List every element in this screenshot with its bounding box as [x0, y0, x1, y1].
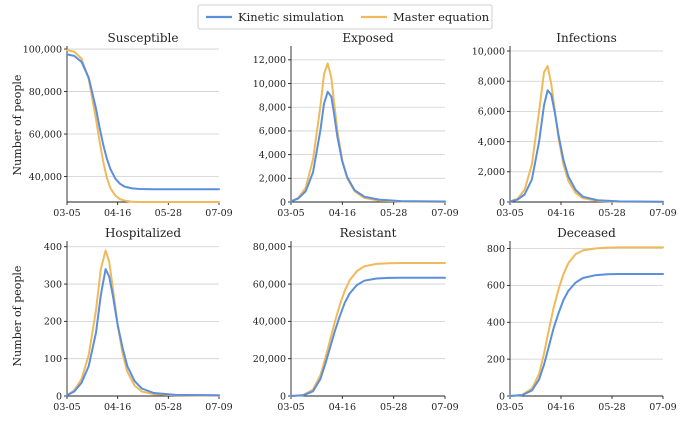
y-tick-label: 0	[499, 391, 505, 402]
y-tick-label: 600	[487, 281, 505, 292]
y-tick-label: 0	[56, 391, 62, 402]
x-tick-label: 03-05	[53, 208, 80, 219]
y-tick-label: 8,000	[259, 103, 286, 114]
y-tick-label: 2,000	[478, 167, 505, 178]
series-line-master-equation-deceased	[509, 246, 664, 397]
x-tick-label: 07-09	[649, 402, 676, 413]
y-tick-label: 400	[44, 242, 62, 253]
y-tick-label: 0	[280, 391, 286, 402]
series-line-kinetic-simulation-infections	[509, 89, 664, 203]
panel-susceptible: Susceptible 40,000 60,000 80,000 100,000 03-0…	[23, 31, 233, 219]
x-tick-label: 04-16	[329, 208, 356, 219]
x-tick-label: 04-16	[329, 402, 356, 413]
y-tick-label: 0	[499, 197, 505, 208]
series-line-kinetic-simulation-susceptible	[66, 53, 220, 191]
x-tick-label: 03-05	[53, 402, 80, 413]
y-axis-title-top: Number of people	[11, 75, 24, 176]
y-tick-label: 80,000	[29, 87, 62, 98]
y-tick-label: 10,000	[253, 79, 286, 90]
series-line-master-equation-hospitalized	[66, 249, 220, 397]
x-tick-label: 04-16	[547, 402, 574, 413]
series-line-kinetic-simulation-hospitalized	[66, 268, 220, 397]
legend-box	[197, 4, 493, 30]
x-tick-label: 03-05	[496, 402, 523, 413]
x-tick-label: 04-16	[104, 208, 131, 219]
series-line-master-equation-exposed	[290, 62, 446, 203]
y-tick-label: 12,000	[253, 55, 286, 66]
panel-title-exposed: Exposed	[342, 31, 394, 45]
series-line-kinetic-simulation-resistant	[290, 276, 446, 397]
series-line-kinetic-simulation-deceased	[509, 273, 664, 397]
y-tick-label: 4,000	[478, 137, 505, 148]
series-line-master-equation-susceptible	[66, 49, 220, 203]
y-tick-label: 800	[487, 244, 505, 255]
y-tick-label: 60,000	[29, 129, 62, 140]
y-tick-label: 10,000	[472, 46, 505, 57]
y-tick-label: 200	[487, 354, 505, 365]
series-line-master-equation-infections	[509, 65, 664, 203]
y-tick-label: 200	[44, 317, 62, 328]
legend-label-master: Master equation	[393, 10, 490, 24]
series-line-kinetic-simulation-exposed	[290, 90, 446, 203]
panel-exposed: Exposed 0 2,000 4,000 6,000 8,000 10,000 12,000…	[253, 31, 459, 219]
legend-label-kinetic: Kinetic simulation	[238, 10, 345, 24]
x-tick-label: 07-09	[205, 208, 232, 219]
y-tick-label: 60,000	[253, 279, 286, 290]
y-axis-title-bottom: Number of people	[11, 266, 24, 367]
legend: Kinetic simulation Master equation	[197, 4, 493, 30]
y-tick-label: 20,000	[253, 354, 286, 365]
panel-title-deceased: Deceased	[557, 226, 616, 240]
y-tick-label: 40,000	[253, 317, 286, 328]
x-tick-label: 03-05	[277, 402, 304, 413]
x-tick-label: 05-28	[380, 402, 407, 413]
x-tick-label: 07-09	[431, 208, 458, 219]
y-tick-label: 6,000	[478, 107, 505, 118]
x-tick-label: 07-09	[649, 208, 676, 219]
y-tick-label: 100	[44, 354, 62, 365]
x-tick-label: 05-28	[155, 402, 182, 413]
panel-deceased: Deceased 0 200 400 600 800 03-05 04-16 05-28 07-0…	[487, 226, 677, 413]
x-tick-label: 05-28	[598, 208, 625, 219]
y-tick-label: 6,000	[259, 126, 286, 137]
y-tick-label: 4,000	[259, 150, 286, 161]
x-tick-label: 03-05	[496, 208, 523, 219]
x-tick-label: 03-05	[277, 208, 304, 219]
panel-resistant: Resistant 0 20,000 40,000 60,000 80,000 03-05 0…	[253, 226, 459, 413]
chart-panels: Susceptible 40,000 60,000 80,000 100,000 03-0…	[23, 31, 677, 413]
x-tick-label: 05-28	[380, 208, 407, 219]
x-tick-label: 05-28	[598, 402, 625, 413]
y-tick-label: 0	[280, 197, 286, 208]
x-tick-label: 05-28	[155, 208, 182, 219]
y-tick-label: 40,000	[29, 172, 62, 183]
x-tick-label: 04-16	[547, 208, 574, 219]
y-tick-label: 8,000	[478, 77, 505, 88]
x-tick-label: 04-16	[104, 402, 131, 413]
y-tick-label: 80,000	[253, 242, 286, 253]
series-line-master-equation-resistant	[290, 262, 446, 397]
panel-hospitalized: Hospitalized 0 100 200 300 400 03-05 04-16 05-28…	[44, 226, 233, 413]
x-tick-label: 07-09	[431, 402, 458, 413]
panel-title-infections: Infections	[556, 31, 617, 45]
panel-title-hospitalized: Hospitalized	[105, 226, 181, 240]
x-tick-label: 07-09	[205, 402, 232, 413]
panel-infections: Infections 0 2,000 4,000 6,000 8,000 10,000 03-…	[472, 31, 677, 219]
y-tick-label: 2,000	[259, 174, 286, 185]
panel-title-susceptible: Susceptible	[108, 31, 179, 45]
y-tick-label: 100,000	[23, 44, 62, 55]
y-tick-label: 400	[487, 318, 505, 329]
panel-title-resistant: Resistant	[340, 226, 397, 240]
y-tick-label: 300	[44, 279, 62, 290]
